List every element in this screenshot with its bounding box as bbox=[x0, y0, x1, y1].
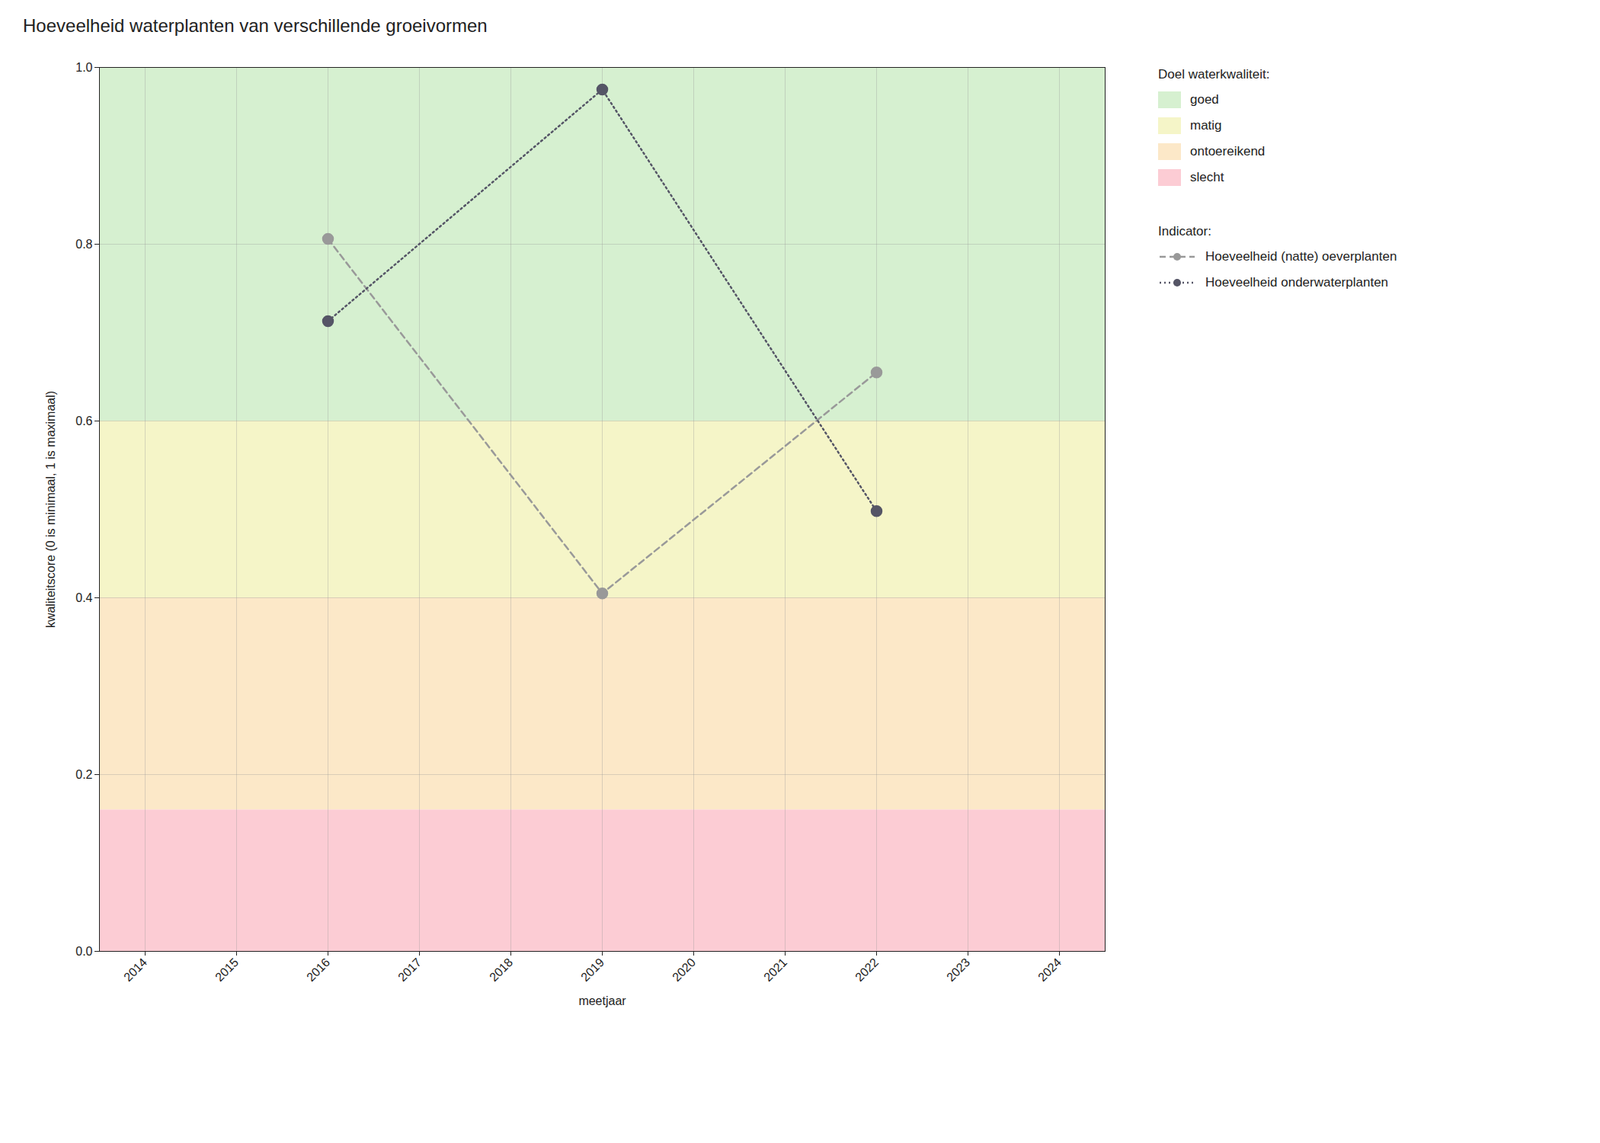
html-text:Hoeveelheid (natte) oeverplant: Hoeveelheid (natte) oeverplanten bbox=[1205, 249, 1397, 264]
svg-text:2022: 2022 bbox=[852, 955, 881, 984]
svg-text:meetjaar: meetjaar bbox=[578, 994, 627, 1008]
svg-text:kwaliteitscore (0 is minimaal,: kwaliteitscore (0 is minimaal, 1 is maxi… bbox=[44, 390, 58, 628]
svg-text:0.4: 0.4 bbox=[75, 591, 93, 605]
html-text:Doel waterkwaliteit:: Doel waterkwaliteit: bbox=[1158, 67, 1270, 82]
svg-text:2020: 2020 bbox=[669, 955, 698, 984]
html-text:matig: matig bbox=[1190, 118, 1222, 133]
svg-text:2024: 2024 bbox=[1035, 955, 1064, 984]
html-text:Hoeveelheid waterplanten van v: Hoeveelheid waterplanten van verschillen… bbox=[22, 15, 488, 36]
svg-text:2014: 2014 bbox=[121, 955, 150, 984]
html-text:goed: goed bbox=[1190, 92, 1219, 107]
svg-text:2017: 2017 bbox=[395, 955, 424, 984]
svg-text:0.8: 0.8 bbox=[75, 237, 93, 251]
html-text:Indicator:: Indicator: bbox=[1158, 224, 1212, 239]
svg-text:2019: 2019 bbox=[578, 955, 607, 984]
svg-text:2021: 2021 bbox=[761, 955, 790, 984]
svg-text:0.6: 0.6 bbox=[75, 414, 93, 428]
svg-text:2015: 2015 bbox=[212, 955, 241, 984]
svg-text:0.2: 0.2 bbox=[75, 768, 93, 781]
svg-text:2018: 2018 bbox=[486, 955, 516, 984]
svg-text:1.0: 1.0 bbox=[75, 60, 93, 74]
html-text:ontoereikend: ontoereikend bbox=[1190, 144, 1265, 159]
svg-text:2016: 2016 bbox=[304, 955, 333, 984]
svg-text:2023: 2023 bbox=[944, 955, 973, 984]
svg-text:0.0: 0.0 bbox=[75, 944, 93, 958]
html-text:Hoeveelheid onderwaterplanten: Hoeveelheid onderwaterplanten bbox=[1205, 275, 1389, 290]
html-text:slecht: slecht bbox=[1190, 169, 1224, 185]
